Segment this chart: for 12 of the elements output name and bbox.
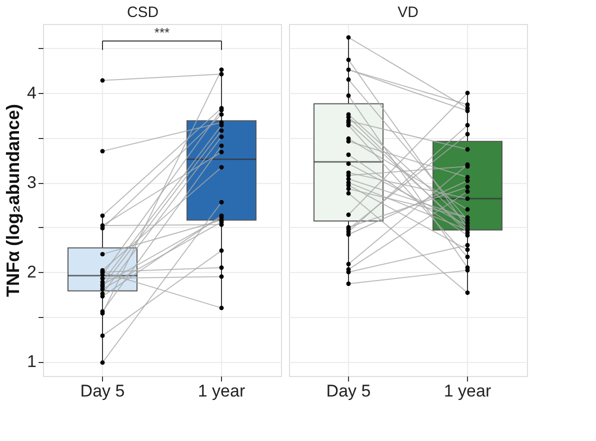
chart-title: CSD bbox=[126, 4, 159, 21]
y-axis-title: TNFα (log₂abundance) bbox=[3, 104, 24, 298]
x-tick-label: 1 year bbox=[444, 382, 492, 400]
chart-title: VD bbox=[398, 4, 419, 21]
x-tick-label: Day 5 bbox=[326, 382, 371, 400]
y-tick-label: 3 bbox=[27, 173, 36, 192]
x-tick-label: Day 5 bbox=[80, 382, 125, 400]
y-tick-label: 2 bbox=[27, 262, 36, 282]
y-tick-label: 1 bbox=[27, 352, 36, 372]
x-tick-label: 1 year bbox=[198, 382, 246, 400]
y-tick-label: 4 bbox=[27, 83, 36, 102]
annotation: *** bbox=[154, 25, 170, 40]
